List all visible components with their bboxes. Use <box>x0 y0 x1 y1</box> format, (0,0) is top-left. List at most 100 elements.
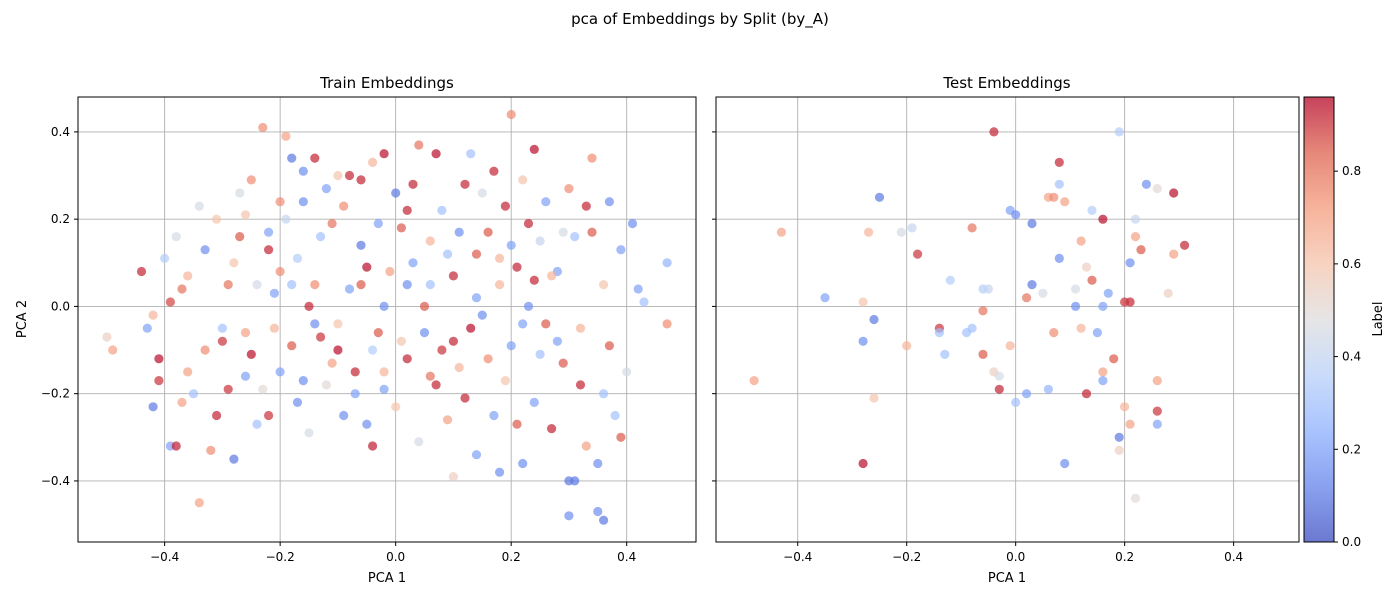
train-scatter-point <box>454 362 464 373</box>
test-scatter-point <box>874 192 885 202</box>
train-scatter-point <box>460 179 470 189</box>
train-scatter-point <box>431 149 441 159</box>
train-y-tick-label: −0.4 <box>41 474 70 488</box>
train-scatter-point <box>281 214 291 224</box>
train-scatter-point <box>275 266 285 277</box>
train-scatter-point <box>165 297 175 307</box>
test-scatter-point <box>1130 232 1141 242</box>
train-scatter-point <box>587 153 597 163</box>
train-scatter-point <box>471 249 482 259</box>
train-scatter-point <box>662 319 672 329</box>
colorbar-ticks: 0.0 0.2 0.4 0.6 0.8 <box>1334 164 1361 549</box>
train-scatter-point <box>264 227 274 237</box>
test-scatter-point <box>1071 301 1081 311</box>
train-scatter-points <box>102 109 672 525</box>
train-scatter-point <box>477 310 487 320</box>
test-scatter-point <box>989 127 999 137</box>
train-scatter-point <box>402 354 412 364</box>
train-x-tick-label: −0.2 <box>266 550 295 564</box>
colorbar-gradient <box>1304 97 1334 542</box>
train-scatter-point <box>523 301 534 311</box>
train-scatter-point <box>264 410 274 421</box>
colorbar-tick-label: 0.6 <box>1342 257 1361 271</box>
train-scatter-point <box>419 328 430 338</box>
train-scatter-point <box>419 301 430 311</box>
train-scatter-point <box>298 376 308 386</box>
train-scatter-point <box>460 393 470 403</box>
colorbar-tick-label: 0.4 <box>1342 350 1361 364</box>
train-scatter-point <box>379 149 389 159</box>
train-scatter-point <box>477 188 487 198</box>
test-scatter-point <box>1049 328 1059 338</box>
test-x-tick-label: 0.2 <box>1115 550 1134 564</box>
test-scatter-point <box>1071 284 1081 294</box>
train-scatter-point <box>512 262 522 272</box>
train-scatter-point <box>443 249 453 259</box>
train-y-axis-label: PCA 2 <box>15 300 30 338</box>
train-x-tick-label: −0.4 <box>150 550 179 564</box>
train-scatter-point <box>599 389 609 399</box>
test-scatter-point <box>1125 258 1135 268</box>
colorbar: 0.0 0.2 0.4 0.6 0.8 Label <box>1303 96 1386 549</box>
test-scatter-point <box>1027 280 1037 290</box>
test-scatter-point <box>1005 341 1015 351</box>
train-scatter-point <box>368 345 378 355</box>
train-y-tick-label: 0.4 <box>51 125 70 139</box>
test-scatter-point <box>1098 376 1108 386</box>
train-scatter-point <box>148 402 158 412</box>
train-scatter-point <box>177 397 187 407</box>
test-scatter-point <box>858 458 868 469</box>
test-scatter-point <box>1043 384 1053 394</box>
test-scatter-point <box>994 371 1004 381</box>
test-grid <box>716 97 1299 542</box>
train-grid <box>78 97 696 542</box>
train-scatter-point <box>287 341 297 351</box>
train-scatter-point <box>252 280 262 290</box>
train-scatter-point <box>344 170 355 181</box>
train-scatter-point <box>622 367 632 377</box>
train-scatter-point <box>431 380 441 390</box>
test-scatter-point <box>1114 127 1124 137</box>
train-scatter-point <box>616 432 626 442</box>
train-scatter-point <box>564 511 574 521</box>
test-scatter-point <box>858 336 868 346</box>
train-scatter-point <box>529 144 539 154</box>
test-scatter-point <box>907 223 917 233</box>
test-scatter-point <box>1054 253 1064 263</box>
train-scatter-point <box>541 197 551 207</box>
test-scatter-point <box>978 306 988 316</box>
train-scatter-point <box>223 384 233 394</box>
train-scatter-point <box>339 410 349 421</box>
test-scatter-point <box>1038 288 1048 298</box>
train-scatter-point <box>558 358 568 368</box>
train-scatter-point <box>570 476 580 486</box>
train-scatter-point <box>385 266 395 277</box>
colorbar-label: Label <box>1371 301 1386 336</box>
train-scatter-point <box>408 179 418 189</box>
train-scatter-point <box>252 419 262 429</box>
train-scatter-point <box>240 371 251 381</box>
train-scatter-point <box>344 284 355 294</box>
train-scatter-point <box>581 441 591 451</box>
train-scatter-point <box>541 319 551 329</box>
test-scatter-point <box>1054 157 1064 167</box>
train-axis-ticks: −0.4 −0.2 0.0 0.2 0.4 −0.4 −0.2 0.0 0.2 0.4 <box>41 125 636 564</box>
train-scatter-point <box>183 367 193 377</box>
train-scatter-point <box>506 109 516 120</box>
test-scatter-point <box>1141 179 1151 189</box>
test-scatter-point <box>994 384 1004 394</box>
train-scatter-point <box>518 319 528 329</box>
test-scatter-point <box>1049 192 1059 202</box>
train-scatter-point <box>246 349 256 359</box>
train-scatter-point <box>662 258 672 268</box>
train-scatter-point <box>425 371 435 381</box>
test-scatter-point <box>1130 493 1141 503</box>
train-scatter-point <box>339 201 349 211</box>
train-scatter-point <box>627 218 638 229</box>
train-scatter-point <box>304 428 314 438</box>
train-scatter-point <box>564 184 574 194</box>
train-title: Train Embeddings <box>319 74 454 92</box>
test-scatter-point <box>1098 214 1108 224</box>
train-scatter-point <box>304 301 314 311</box>
